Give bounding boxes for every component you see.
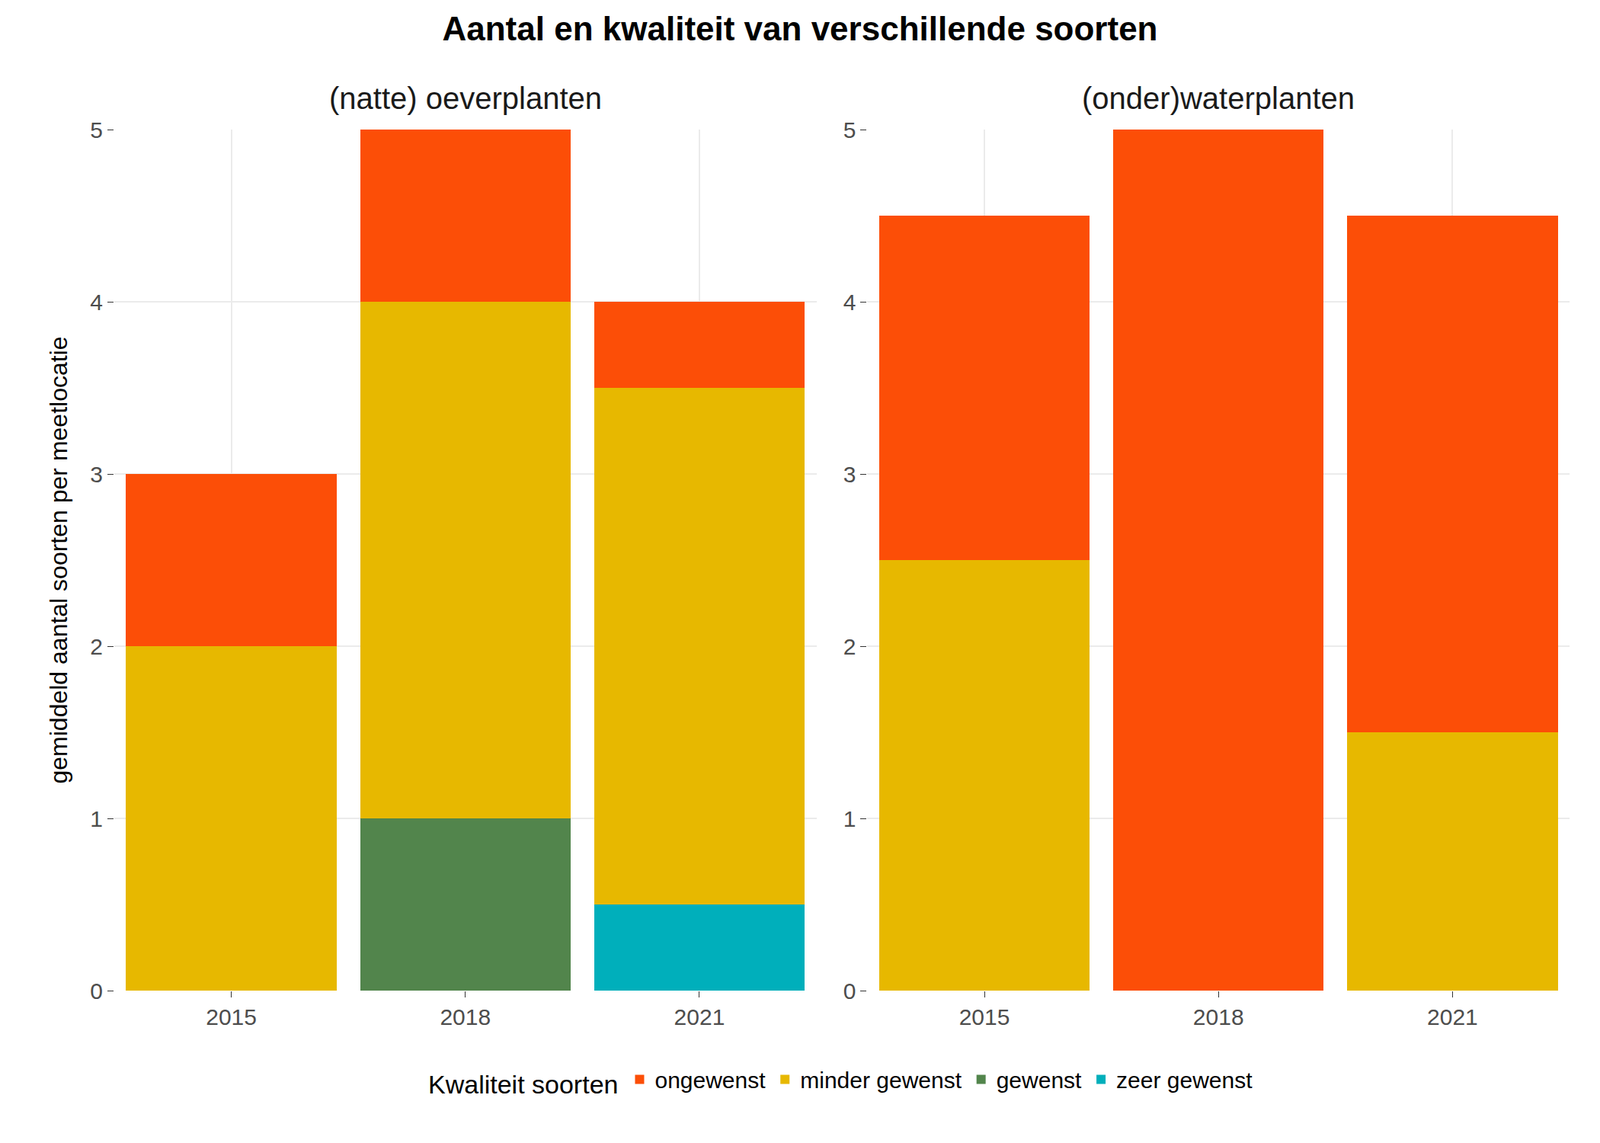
svg-text:4: 4 bbox=[89, 289, 103, 315]
svg-text:2: 2 bbox=[843, 633, 857, 660]
svg-text:2021: 2021 bbox=[1427, 1004, 1479, 1030]
svg-text:gemiddeld aantal soorten per m: gemiddeld aantal soorten per meetlocatie bbox=[44, 336, 73, 784]
svg-text:0: 0 bbox=[843, 978, 857, 1004]
svg-text:1: 1 bbox=[843, 806, 857, 832]
svg-text:3: 3 bbox=[843, 461, 857, 487]
svg-text:5: 5 bbox=[89, 117, 103, 143]
svg-text:2015: 2015 bbox=[205, 1004, 257, 1030]
svg-text:zeer gewenst: zeer gewenst bbox=[1116, 1067, 1253, 1093]
svg-text:4: 4 bbox=[843, 289, 857, 315]
svg-text:ongewenst: ongewenst bbox=[654, 1067, 766, 1093]
svg-text:1: 1 bbox=[89, 806, 103, 832]
svg-text:2021: 2021 bbox=[674, 1004, 726, 1030]
svg-text:2018: 2018 bbox=[439, 1004, 491, 1030]
svg-text:5: 5 bbox=[843, 117, 857, 143]
svg-text:3: 3 bbox=[89, 461, 103, 487]
svg-text:0: 0 bbox=[89, 978, 103, 1004]
svg-text:gewenst: gewenst bbox=[996, 1067, 1082, 1093]
svg-text:2018: 2018 bbox=[1193, 1004, 1245, 1030]
svg-text:Kwaliteit soorten: Kwaliteit soorten bbox=[428, 1069, 618, 1099]
svg-text:minder gewenst: minder gewenst bbox=[800, 1067, 962, 1093]
svg-text:(onder)waterplanten: (onder)waterplanten bbox=[1081, 81, 1355, 116]
svg-text:2015: 2015 bbox=[959, 1004, 1011, 1030]
svg-text:2: 2 bbox=[89, 633, 103, 660]
svg-text:(natte) oeverplanten: (natte) oeverplanten bbox=[329, 81, 602, 116]
svg-text:Aantal en kwaliteit van versch: Aantal en kwaliteit van verschillende so… bbox=[442, 9, 1159, 48]
